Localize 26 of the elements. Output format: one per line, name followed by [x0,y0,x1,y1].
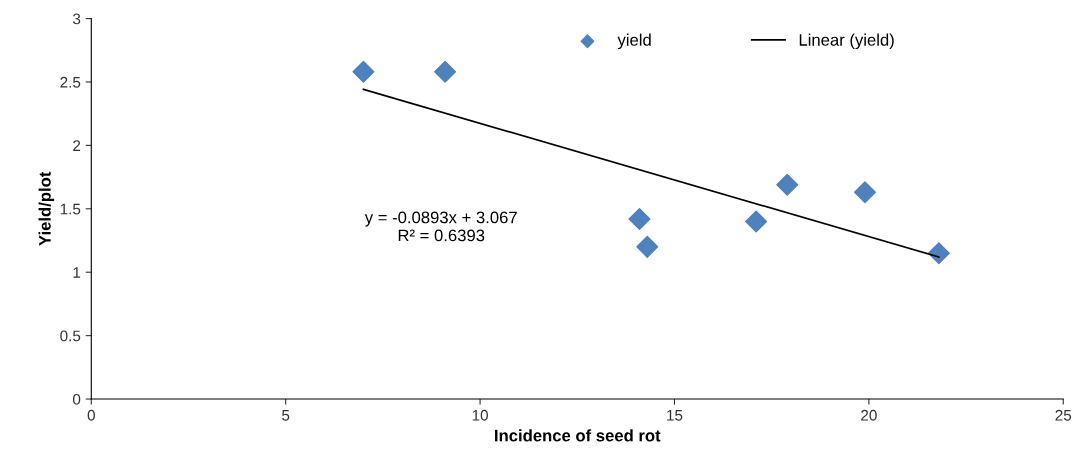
point [927,242,950,265]
x-tick-label: 25 [1055,409,1072,421]
point [434,60,457,83]
legend-label: yield [617,33,651,50]
x-tick-label: 20 [861,409,877,421]
y-tick-label: 1.5 [60,203,81,215]
y-tick-label: 0.5 [60,330,81,342]
x-tick-label: 15 [667,410,683,421]
point [745,210,768,233]
x-tick-label: 5 [282,410,290,421]
point [776,173,799,196]
point [636,235,659,258]
y-axis-title: Yield/plot [38,171,55,246]
x-axis-title: Incidence of seed rot [495,429,661,442]
y-tick-label: 2 [73,140,81,151]
point [628,207,651,230]
y-tick-label: 3 [72,13,81,25]
point [853,181,876,204]
legend-label: Linear (yield) [799,33,894,50]
y-tick-label: 2.5 [60,76,81,88]
annotation: y = -0.0893x + 3.067 R² = 0.6393 [364,211,517,242]
x-tick-label: 0 [87,409,95,421]
x-tick-label: 10 [472,409,488,421]
y-tick-label: 0 [72,393,81,405]
point [352,60,375,83]
y-tick-label: 1 [73,267,81,278]
